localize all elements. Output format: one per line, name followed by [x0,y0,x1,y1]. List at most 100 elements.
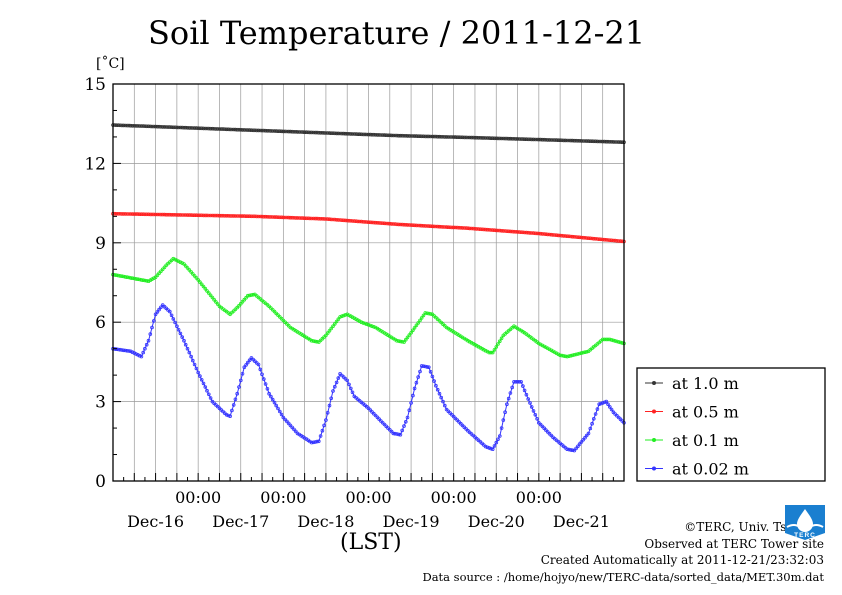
data-point [127,275,131,280]
data-point [223,127,227,131]
data-point [497,228,502,233]
data-point [230,127,234,132]
data-point [199,377,204,382]
data-point [386,133,390,138]
data-point [198,280,202,284]
data-point [496,136,500,141]
data-point [466,226,470,231]
data-point [246,128,250,132]
data-point [460,135,465,140]
data-point [535,231,539,236]
data-point [606,337,610,342]
data-point [375,221,380,225]
data-point [361,220,366,224]
data-point [545,430,550,434]
data-point [302,216,307,221]
data-point [155,273,160,278]
data-point [183,264,188,268]
data-point [416,223,421,228]
data-point [198,126,202,131]
data-point [395,432,399,436]
data-point [379,419,383,423]
data-point [615,413,619,418]
data-point [595,237,600,241]
data-point [325,131,330,135]
data-point [581,139,585,143]
data-point [577,442,582,446]
data-point [395,133,399,138]
data-point [561,234,566,238]
data-point [270,307,275,312]
data-point [261,377,266,381]
data-point [531,231,536,235]
data-point [485,136,490,140]
data-point [152,124,156,129]
data-point [512,137,516,141]
data-point [489,136,493,141]
data-point [185,126,190,130]
data-point [288,423,293,428]
data-point [467,135,472,140]
data-point [469,135,474,140]
data-point [497,339,502,344]
data-point [295,216,300,220]
data-point [547,138,552,142]
data-point [327,131,332,135]
data-point [345,218,350,223]
data-point [402,134,406,138]
data-point [233,214,238,218]
data-point [228,214,232,218]
x-tick-label-day: Dec-21 [553,512,610,531]
data-point [240,214,245,218]
data-point [364,132,369,137]
data-point [153,275,158,280]
data-point [485,227,490,232]
data-point [430,134,435,139]
data-point [155,124,160,129]
data-point [407,408,412,413]
data-point [143,346,147,351]
data-point [457,225,461,230]
data-point [299,216,303,220]
data-point [591,139,596,144]
data-point [141,124,146,128]
data-point [134,124,138,128]
data-point [148,124,153,129]
data-point [513,137,518,141]
data-point [246,360,250,365]
data-point [334,218,339,222]
data-point [568,138,573,143]
data-point [144,212,149,217]
data-point [583,435,587,440]
data-point [118,123,122,128]
data-point [519,230,523,235]
data-point [137,212,142,217]
data-point [341,218,346,223]
data-point [458,135,463,140]
data-point [540,137,545,142]
data-point [199,126,204,131]
data-point [384,424,389,429]
data-point [510,229,515,234]
data-point [352,132,357,136]
data-point [435,387,440,392]
data-point [563,354,568,359]
data-point [309,130,314,135]
data-point [403,337,408,342]
logo-text: TERC [794,532,816,539]
data-point [274,215,279,219]
data-point [451,135,456,139]
data-point [473,135,477,140]
data-point [116,347,121,352]
data-point [531,137,536,142]
data-point [393,431,397,436]
data-point [279,129,284,134]
data-point [487,228,492,232]
data-point [164,125,169,129]
data-point [327,217,332,222]
data-point [576,139,580,143]
data-point [324,131,328,135]
data-point [497,136,502,141]
legend-label: at 0.5 m [672,403,739,422]
data-point [409,223,413,227]
